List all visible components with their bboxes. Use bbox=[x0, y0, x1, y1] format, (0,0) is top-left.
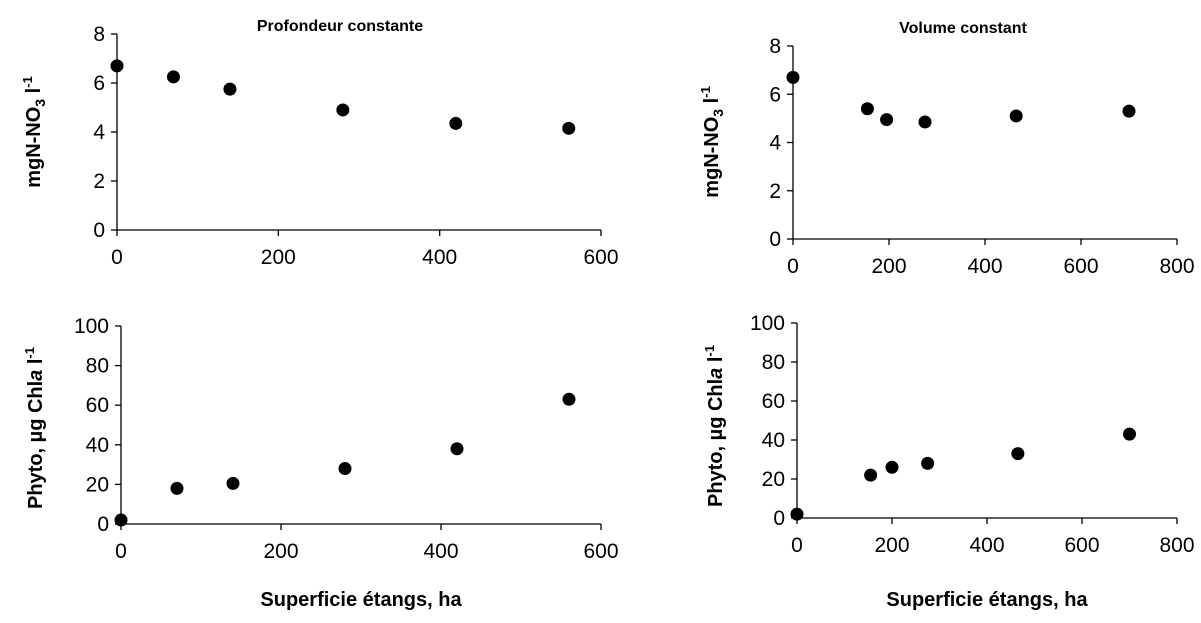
x-tick-label: 0 bbox=[787, 255, 799, 278]
x-tick-label: 200 bbox=[263, 540, 298, 563]
data-point bbox=[449, 116, 463, 130]
y-tick-label: 60 bbox=[86, 394, 109, 417]
panel-4: 0 20 40 60 80 100 0 200 400 600 800 Superficie étan… bbox=[702, 312, 1195, 611]
x-tick-label: 800 bbox=[1159, 534, 1194, 557]
y-tick-label: 4 bbox=[93, 121, 105, 144]
data-point bbox=[562, 121, 576, 135]
data-point bbox=[786, 70, 800, 84]
chart-title: Volume constant bbox=[899, 20, 1027, 37]
x-tick-label: 200 bbox=[261, 246, 296, 269]
y-tick-label: 100 bbox=[74, 315, 109, 338]
data-point bbox=[562, 392, 576, 406]
data-point bbox=[223, 82, 237, 96]
data-point bbox=[1011, 447, 1025, 461]
y-tick-label: 40 bbox=[762, 429, 785, 452]
y-tick-label: 2 bbox=[769, 180, 781, 203]
data-point bbox=[1009, 109, 1023, 123]
data-point bbox=[860, 102, 874, 116]
data-point bbox=[166, 70, 180, 84]
panel-2: 0 2 4 6 8 0 200 400 600 800 Volume constant mgN-NO3… bbox=[698, 20, 1195, 278]
x-tick-label: 400 bbox=[967, 255, 1002, 278]
y-tick-label: 2 bbox=[93, 170, 105, 193]
data-point bbox=[450, 442, 464, 456]
x-tick-label: 0 bbox=[791, 534, 803, 557]
x-tick-label: 800 bbox=[1159, 255, 1194, 278]
x-tick-label: 200 bbox=[874, 534, 909, 557]
x-tick-label: 600 bbox=[1064, 534, 1099, 557]
data-point bbox=[918, 115, 932, 129]
chart-title: Profondeur constante bbox=[257, 18, 423, 35]
y-tick-label: 80 bbox=[86, 355, 109, 378]
y-tick-label: 0 bbox=[97, 513, 109, 536]
data-point bbox=[336, 103, 350, 117]
data-point bbox=[114, 513, 128, 527]
y-axis-label: Phyto, µg Chla l-1 bbox=[22, 347, 47, 509]
x-axis-label: Superficie étangs, ha bbox=[260, 589, 462, 611]
y-tick-label: 20 bbox=[86, 473, 109, 496]
y-tick-label: 0 bbox=[93, 219, 105, 242]
y-tick-label: 0 bbox=[773, 507, 785, 530]
y-axis-label: Phyto, µg Chla l-1 bbox=[702, 345, 727, 507]
x-tick-label: 0 bbox=[111, 246, 123, 269]
y-tick-label: 4 bbox=[769, 132, 781, 155]
y-tick-label: 100 bbox=[750, 312, 785, 335]
data-point bbox=[1122, 104, 1136, 118]
data-point bbox=[226, 476, 240, 490]
y-axis-label: mgN-NO3 l-1 bbox=[698, 86, 726, 198]
data-point bbox=[170, 481, 184, 495]
x-tick-label: 600 bbox=[1063, 255, 1098, 278]
y-tick-label: 8 bbox=[769, 35, 781, 58]
data-point bbox=[110, 59, 124, 73]
x-axis-label: Superficie étangs, ha bbox=[886, 589, 1088, 611]
x-tick-label: 400 bbox=[423, 540, 458, 563]
panel-1: 0 2 4 6 8 0 200 400 600 Profondeur constante mgN-N… bbox=[20, 18, 619, 269]
data-point bbox=[338, 462, 352, 476]
data-point bbox=[864, 468, 878, 482]
y-axis-label: mgN-NO3 l-1 bbox=[20, 76, 48, 188]
panel-3: 0 20 40 60 80 100 0 200 400 600 Superficie étangs,… bbox=[22, 315, 619, 611]
data-point bbox=[921, 456, 935, 470]
x-tick-label: 0 bbox=[115, 540, 127, 563]
data-point bbox=[885, 460, 899, 474]
y-tick-label: 80 bbox=[762, 351, 785, 374]
y-tick-label: 6 bbox=[93, 72, 105, 95]
data-point bbox=[1123, 427, 1136, 441]
x-tick-label: 200 bbox=[871, 255, 906, 278]
y-tick-label: 60 bbox=[762, 390, 785, 413]
y-tick-label: 20 bbox=[762, 468, 785, 491]
x-tick-label: 400 bbox=[969, 534, 1004, 557]
y-tick-label: 8 bbox=[93, 23, 105, 46]
y-tick-label: 40 bbox=[86, 434, 109, 457]
x-tick-label: 400 bbox=[422, 246, 457, 269]
y-tick-label: 6 bbox=[769, 83, 781, 106]
data-point bbox=[790, 507, 804, 521]
y-tick-label: 0 bbox=[769, 228, 781, 251]
data-point bbox=[880, 113, 894, 127]
x-tick-label: 600 bbox=[583, 246, 618, 269]
x-tick-label: 600 bbox=[583, 540, 618, 563]
